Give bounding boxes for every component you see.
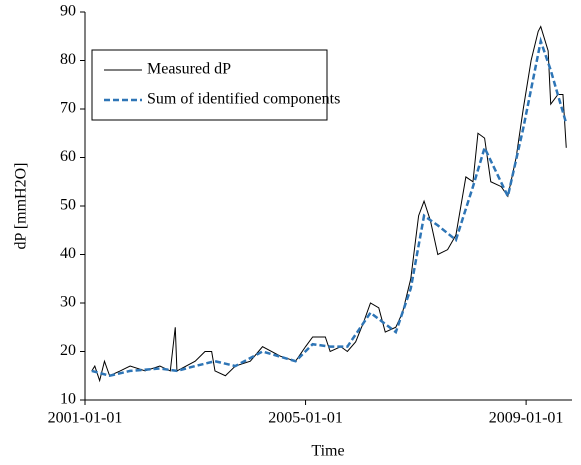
y-tick-label: 90: [60, 3, 76, 20]
x-axis-label: Time: [311, 443, 344, 460]
y-tick-label: 10: [60, 391, 76, 408]
y-tick-label: 20: [60, 342, 76, 359]
series-line: [91, 36, 568, 378]
x-tick-label: 2001-01-01: [48, 410, 123, 427]
x-tick-label: 2009-01-01: [489, 410, 564, 427]
y-tick-label: 60: [60, 148, 76, 165]
y-tick-label: 50: [60, 197, 76, 214]
y-axis-label: dP [mmH2O]: [13, 163, 30, 250]
legend-box: [91, 49, 328, 121]
legend-label: Measured dP: [147, 61, 231, 78]
y-tick-label: 80: [60, 51, 76, 68]
legend-label: Sum of identified components: [147, 91, 340, 108]
y-tick-label: 30: [60, 294, 76, 311]
y-tick-label: 40: [60, 245, 76, 262]
y-tick-label: 70: [60, 100, 76, 117]
x-tick-label: 2005-01-01: [268, 410, 343, 427]
